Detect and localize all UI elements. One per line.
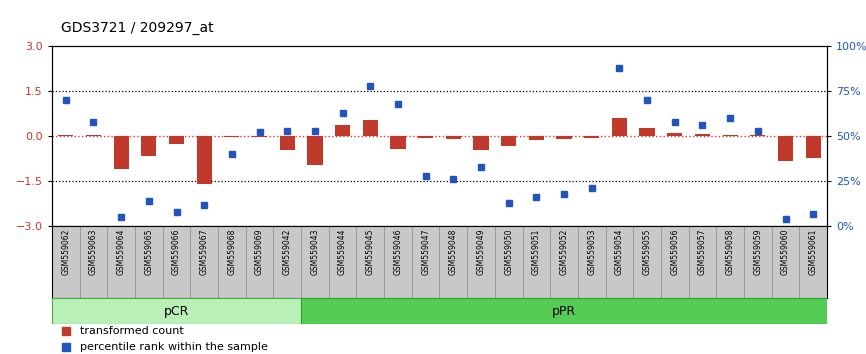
Text: GSM559047: GSM559047 xyxy=(421,228,430,275)
Text: GSM559062: GSM559062 xyxy=(61,228,70,275)
Bar xyxy=(778,136,793,161)
Text: GSM559067: GSM559067 xyxy=(200,228,209,275)
Bar xyxy=(501,136,516,146)
Text: GDS3721 / 209297_at: GDS3721 / 209297_at xyxy=(61,21,213,35)
Text: GSM559042: GSM559042 xyxy=(283,228,292,275)
Text: GSM559046: GSM559046 xyxy=(393,228,403,275)
Text: GSM559055: GSM559055 xyxy=(643,228,651,275)
Text: GSM559044: GSM559044 xyxy=(338,228,347,275)
Bar xyxy=(474,136,488,150)
Bar xyxy=(86,135,101,136)
Bar xyxy=(52,298,301,324)
Text: GSM559053: GSM559053 xyxy=(587,228,596,275)
Bar xyxy=(307,136,322,165)
Bar xyxy=(585,136,599,138)
Text: pPR: pPR xyxy=(552,305,576,318)
Bar xyxy=(639,128,655,136)
Bar xyxy=(280,136,294,150)
Text: GSM559056: GSM559056 xyxy=(670,228,679,275)
Bar xyxy=(335,125,350,136)
Text: GSM559050: GSM559050 xyxy=(504,228,514,275)
Bar xyxy=(446,136,461,139)
Bar xyxy=(529,136,544,140)
Bar xyxy=(141,136,157,156)
Text: GSM559068: GSM559068 xyxy=(228,228,236,275)
Text: GSM559048: GSM559048 xyxy=(449,228,458,275)
Bar xyxy=(557,136,572,139)
Bar xyxy=(695,134,710,136)
Text: transformed count: transformed count xyxy=(80,326,184,336)
Text: GSM559043: GSM559043 xyxy=(310,228,320,275)
Bar xyxy=(58,135,74,136)
Text: GSM559059: GSM559059 xyxy=(753,228,762,275)
Text: GSM559069: GSM559069 xyxy=(255,228,264,275)
Text: GSM559051: GSM559051 xyxy=(532,228,541,275)
Text: GSM559049: GSM559049 xyxy=(476,228,486,275)
Text: GSM559045: GSM559045 xyxy=(365,228,375,275)
Text: GSM559052: GSM559052 xyxy=(559,228,569,275)
Bar xyxy=(363,120,378,136)
Text: GSM559065: GSM559065 xyxy=(145,228,153,275)
Bar xyxy=(667,133,682,136)
Bar xyxy=(169,136,184,144)
Bar xyxy=(252,136,268,137)
Text: GSM559054: GSM559054 xyxy=(615,228,624,275)
Text: GSM559061: GSM559061 xyxy=(809,228,818,275)
Text: GSM559057: GSM559057 xyxy=(698,228,707,275)
Bar xyxy=(391,136,405,149)
Text: GSM559063: GSM559063 xyxy=(89,228,98,275)
Bar xyxy=(197,136,212,183)
Bar xyxy=(418,136,433,138)
Text: GSM559060: GSM559060 xyxy=(781,228,790,275)
Bar xyxy=(113,136,129,169)
Bar xyxy=(750,135,766,136)
Text: GSM559066: GSM559066 xyxy=(172,228,181,275)
Bar xyxy=(301,298,827,324)
Bar xyxy=(611,118,627,136)
Bar xyxy=(224,136,240,137)
Bar xyxy=(805,136,821,158)
Text: pCR: pCR xyxy=(164,305,189,318)
Text: GSM559064: GSM559064 xyxy=(117,228,126,275)
Bar xyxy=(722,135,738,136)
Text: GSM559058: GSM559058 xyxy=(726,228,734,275)
Text: percentile rank within the sample: percentile rank within the sample xyxy=(80,342,268,352)
